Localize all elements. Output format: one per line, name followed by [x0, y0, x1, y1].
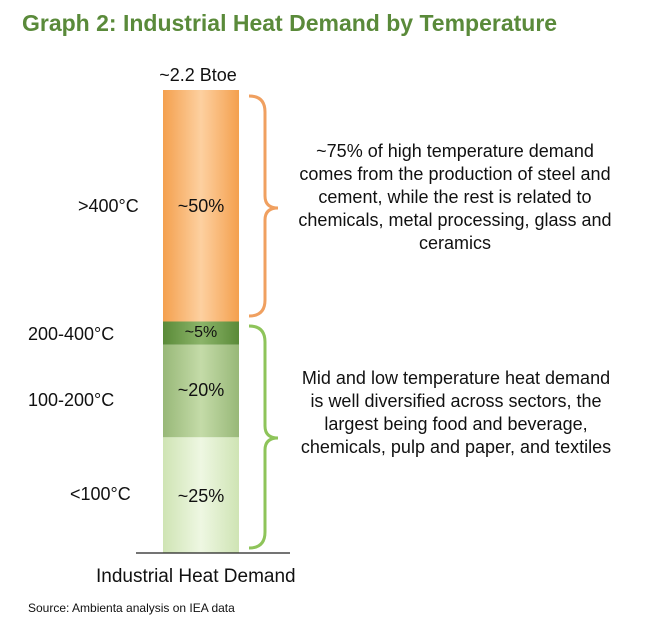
segment-label-100-200: 100-200°C [28, 390, 115, 410]
bar-segment-100-200 [163, 344, 239, 438]
segment-value-200-400: ~5% [184, 324, 218, 341]
x-axis-label: Industrial Heat Demand [96, 566, 296, 587]
segment-label-200-400: 200-400°C [28, 324, 115, 344]
bracket-high [248, 94, 279, 318]
bar-segment-lt100 [163, 437, 239, 553]
segment-label-gt400: >400°C [78, 196, 139, 216]
segment-label-lt100: <100°C [70, 484, 131, 504]
bar-segment-200-400 [163, 321, 239, 345]
bracket-mid-low [248, 324, 279, 550]
source-note: Source: Ambienta analysis on IEA data [28, 601, 235, 615]
annotation-mid-low-temperature: Mid and low temperature heat demand is w… [300, 368, 612, 457]
annotation-high-temperature: ~75% of high temperature demand comes fr… [298, 141, 612, 253]
total-label: ~2.2 Btoe [159, 65, 237, 85]
segment-value-gt400: ~50% [177, 196, 225, 216]
chart-title: Graph 2: Industrial Heat Demand by Tempe… [22, 10, 558, 36]
segment-value-100-200: ~20% [177, 380, 225, 400]
bar-segment-gt400 [163, 90, 239, 322]
segment-value-lt100: ~25% [177, 486, 225, 506]
